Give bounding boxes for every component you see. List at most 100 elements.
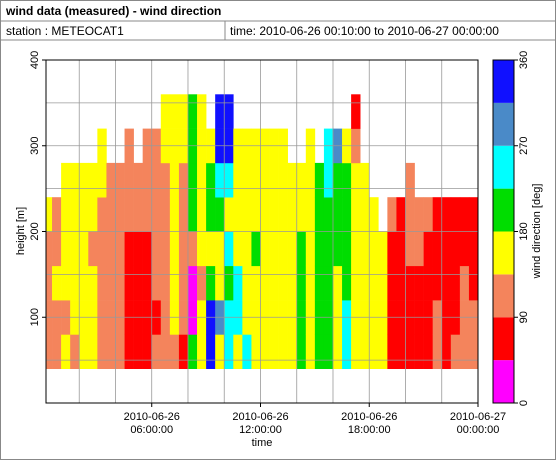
cell bbox=[296, 162, 307, 198]
cell bbox=[332, 334, 343, 369]
cell bbox=[251, 231, 261, 267]
colorbar-swatch bbox=[493, 274, 514, 318]
cell bbox=[278, 162, 288, 198]
cell bbox=[387, 231, 397, 267]
cell bbox=[88, 334, 98, 369]
cell bbox=[360, 265, 370, 301]
cell bbox=[260, 231, 270, 267]
cell bbox=[133, 162, 143, 198]
cell bbox=[441, 265, 452, 301]
cell bbox=[432, 231, 443, 267]
cell bbox=[133, 231, 143, 267]
cell bbox=[323, 231, 334, 267]
cell bbox=[79, 231, 89, 267]
cell bbox=[405, 197, 415, 232]
cell bbox=[360, 334, 370, 369]
cell bbox=[233, 334, 243, 369]
cell bbox=[224, 265, 234, 301]
cell bbox=[197, 265, 207, 301]
cell bbox=[323, 197, 334, 232]
cell bbox=[61, 162, 71, 198]
cell bbox=[233, 162, 243, 198]
cell bbox=[187, 197, 198, 232]
cell bbox=[260, 334, 270, 369]
cell bbox=[70, 265, 80, 301]
cell bbox=[187, 162, 198, 198]
cell bbox=[287, 162, 298, 198]
cell bbox=[342, 265, 352, 301]
cell bbox=[97, 197, 107, 232]
cell bbox=[351, 197, 361, 232]
cell bbox=[323, 265, 334, 301]
cell bbox=[305, 162, 316, 198]
cell bbox=[178, 162, 189, 198]
cell bbox=[396, 197, 406, 232]
cell bbox=[242, 265, 252, 301]
cell bbox=[79, 265, 89, 301]
cell bbox=[97, 334, 107, 369]
cell bbox=[305, 231, 316, 267]
cell bbox=[70, 162, 80, 198]
cell bbox=[260, 197, 270, 232]
cell bbox=[233, 265, 243, 301]
cell bbox=[52, 265, 62, 301]
cell bbox=[169, 94, 180, 129]
cell bbox=[133, 265, 143, 301]
x-tick-label: 2010-06-26 18:00:00 bbox=[341, 411, 397, 436]
cell bbox=[305, 334, 316, 369]
colorbar-tick-label: 270 bbox=[518, 137, 530, 155]
cell bbox=[314, 265, 325, 301]
cell bbox=[97, 265, 107, 301]
cell bbox=[269, 162, 279, 198]
cell bbox=[396, 231, 406, 267]
cell bbox=[296, 265, 307, 301]
cell bbox=[215, 94, 225, 129]
cell bbox=[70, 231, 80, 267]
cell bbox=[142, 197, 153, 232]
cell bbox=[178, 94, 189, 129]
cell bbox=[296, 231, 307, 267]
cell bbox=[46, 265, 53, 301]
cell bbox=[251, 265, 261, 301]
cell bbox=[387, 197, 397, 232]
cell bbox=[459, 231, 470, 267]
cell bbox=[88, 265, 98, 301]
cell bbox=[314, 231, 325, 267]
x-tick-label: 2010-06-27 00:00:00 bbox=[450, 411, 506, 436]
cell bbox=[197, 94, 207, 129]
cell bbox=[79, 162, 89, 198]
cell bbox=[432, 265, 443, 301]
cell bbox=[351, 334, 361, 369]
cell bbox=[423, 231, 433, 267]
colorbar-swatch bbox=[493, 188, 514, 232]
cell bbox=[187, 231, 198, 267]
cell bbox=[97, 231, 107, 267]
cell bbox=[187, 334, 198, 369]
colorbar-swatch bbox=[493, 231, 514, 275]
cell bbox=[106, 197, 116, 232]
cell bbox=[215, 162, 225, 198]
cell bbox=[206, 197, 216, 232]
cell bbox=[296, 334, 307, 369]
cell bbox=[197, 334, 207, 369]
cell bbox=[70, 197, 80, 232]
cell bbox=[360, 162, 370, 198]
cell bbox=[61, 265, 71, 301]
cell bbox=[215, 197, 225, 232]
cell bbox=[405, 334, 415, 369]
cell bbox=[151, 231, 162, 267]
cell bbox=[314, 334, 325, 369]
cell bbox=[178, 265, 189, 301]
cell bbox=[278, 334, 288, 369]
cell bbox=[468, 231, 479, 267]
cell bbox=[151, 334, 162, 369]
colorbar-swatch bbox=[493, 102, 514, 146]
cell bbox=[169, 334, 180, 369]
cell bbox=[52, 334, 62, 369]
cell bbox=[351, 231, 361, 267]
cell bbox=[115, 334, 125, 369]
cell bbox=[197, 162, 207, 198]
cell bbox=[414, 197, 424, 232]
y-axis-label: height [m] bbox=[15, 207, 27, 255]
